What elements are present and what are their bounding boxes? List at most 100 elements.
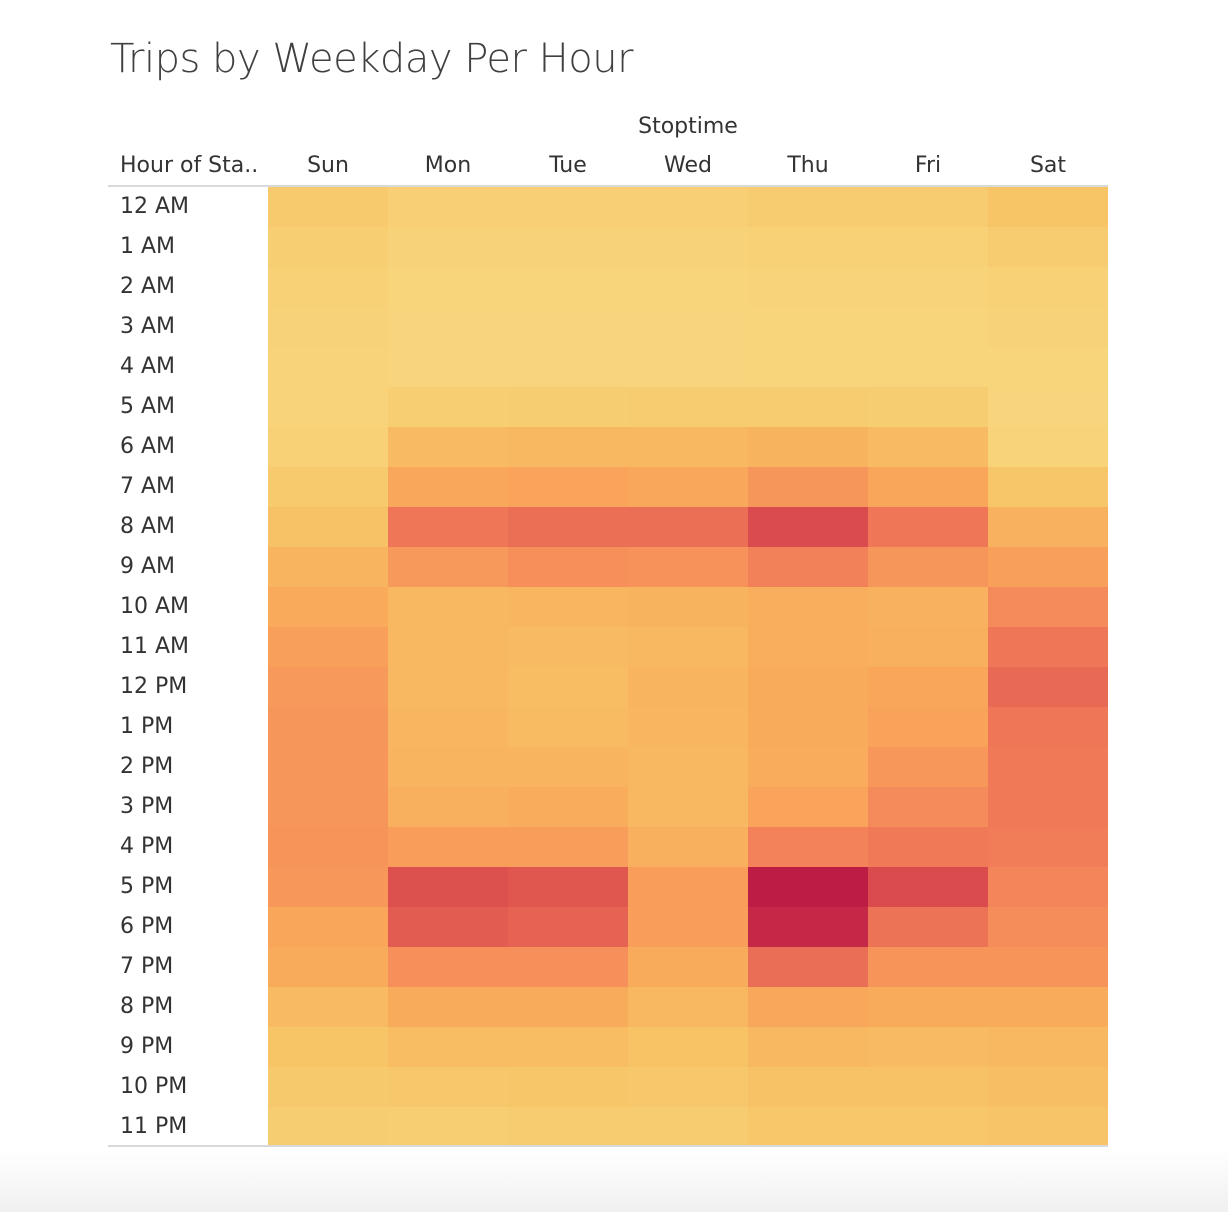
- heatmap-cell: [268, 547, 389, 588]
- heatmap-grid: [268, 187, 1108, 1147]
- row-label: 8 PM: [120, 994, 174, 1019]
- heatmap-cell: [508, 947, 629, 988]
- row-label: 1 AM: [120, 234, 176, 259]
- heatmap-cell: [748, 467, 869, 508]
- heatmap-cell: [748, 427, 869, 468]
- heatmap-cell: [388, 507, 509, 548]
- row-label: 6 AM: [120, 434, 176, 459]
- heatmap-cell: [748, 307, 869, 348]
- heatmap-cell: [628, 387, 749, 428]
- heatmap-cell: [988, 627, 1108, 668]
- heatmap-cell: [508, 187, 629, 228]
- heatmap-cell: [268, 667, 389, 708]
- heatmap-cell: [508, 867, 629, 908]
- heatmap-cell: [868, 187, 989, 228]
- heatmap-cell: [508, 507, 629, 548]
- heatmap-cell: [388, 587, 509, 628]
- heatmap-cell: [628, 1027, 749, 1068]
- heatmap-cell: [388, 467, 509, 508]
- heatmap-cell: [748, 707, 869, 748]
- heatmap-cell: [388, 547, 509, 588]
- heatmap-cell: [988, 467, 1108, 508]
- heatmap-cell: [868, 667, 989, 708]
- heatmap-cell: [628, 947, 749, 988]
- heatmap-cell: [268, 587, 389, 628]
- heatmap-cell: [628, 347, 749, 388]
- heatmap-cell: [388, 187, 509, 228]
- heatmap-cell: [868, 267, 989, 308]
- heatmap-cell: [508, 227, 629, 268]
- heatmap-cell: [628, 307, 749, 348]
- heatmap-cell: [508, 307, 629, 348]
- heatmap-cell: [508, 387, 629, 428]
- heatmap-cell: [268, 347, 389, 388]
- heatmap-cell: [388, 347, 509, 388]
- heatmap-cell: [388, 387, 509, 428]
- column-header-mon: Mon: [424, 153, 472, 178]
- row-label: 12 PM: [120, 674, 188, 699]
- heatmap-cell: [868, 507, 989, 548]
- heatmap-cell: [868, 627, 989, 668]
- heatmap-cell: [388, 1107, 509, 1147]
- row-label: 5 PM: [120, 874, 174, 899]
- row-label: 8 AM: [120, 514, 176, 539]
- heatmap-cell: [988, 307, 1108, 348]
- heatmap-cell: [988, 987, 1108, 1028]
- heatmap-cell: [988, 827, 1108, 868]
- row-label: 6 PM: [120, 914, 174, 939]
- heatmap-cell: [268, 747, 389, 788]
- heatmap-cell: [508, 987, 629, 1028]
- heatmap-cell: [628, 707, 749, 748]
- heatmap-cell: [508, 587, 629, 628]
- column-group-label: Stoptime: [638, 114, 738, 139]
- row-label: 3 PM: [120, 794, 174, 819]
- heatmap-cell: [508, 827, 629, 868]
- row-label: 7 AM: [120, 474, 176, 499]
- heatmap-cell: [388, 987, 509, 1028]
- heatmap-cell: [268, 507, 389, 548]
- heatmap-cell: [748, 987, 869, 1028]
- heatmap-cell: [508, 547, 629, 588]
- column-header-sat: Sat: [1029, 153, 1067, 178]
- heatmap-cell: [388, 707, 509, 748]
- heatmap-cell: [508, 1027, 629, 1068]
- heatmap-cell: [988, 347, 1108, 388]
- heatmap-cell: [628, 427, 749, 468]
- heatmap-cell: [508, 1107, 629, 1147]
- row-label: 11 PM: [120, 1114, 188, 1139]
- row-label: 5 AM: [120, 394, 176, 419]
- heatmap-cell: [988, 707, 1108, 748]
- row-label: 9 AM: [120, 554, 176, 579]
- heatmap-cell: [748, 827, 869, 868]
- heatmap-cell: [748, 347, 869, 388]
- row-label: 4 AM: [120, 354, 176, 379]
- heatmap-cell: [868, 987, 989, 1028]
- heatmap-cell: [748, 947, 869, 988]
- heatmap-cell: [508, 787, 629, 828]
- heatmap-cell: [268, 947, 389, 988]
- heatmap-cell: [988, 747, 1108, 788]
- heatmap-cell: [628, 187, 749, 228]
- heatmap-cell: [508, 347, 629, 388]
- heatmap-cell: [748, 507, 869, 548]
- heatmap-cell: [868, 227, 989, 268]
- heatmap-cell: [988, 427, 1108, 468]
- heatmap-cell: [508, 667, 629, 708]
- heatmap-cell: [868, 747, 989, 788]
- column-header-tue: Tue: [549, 153, 587, 178]
- heatmap-cell: [268, 627, 389, 668]
- heatmap-cell: [508, 1067, 629, 1108]
- heatmap-cell: [868, 947, 989, 988]
- heatmap-cell: [268, 867, 389, 908]
- heatmap-cell: [988, 947, 1108, 988]
- heatmap-cell: [868, 387, 989, 428]
- heatmap-cell: [268, 387, 389, 428]
- heatmap-cell: [268, 307, 389, 348]
- heatmap-cell: [268, 987, 389, 1028]
- heatmap-cell: [748, 667, 869, 708]
- heatmap-cell: [988, 547, 1108, 588]
- heatmap-cell: [868, 347, 989, 388]
- heatmap-cell: [628, 1107, 749, 1147]
- heatmap-cell: [508, 627, 629, 668]
- heatmap-cell: [508, 467, 629, 508]
